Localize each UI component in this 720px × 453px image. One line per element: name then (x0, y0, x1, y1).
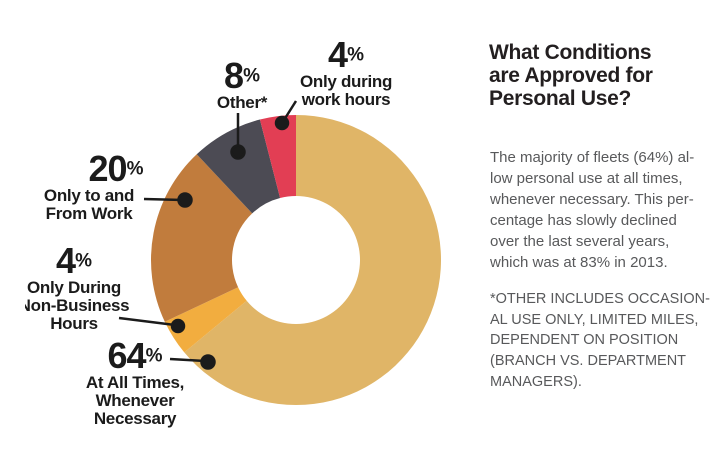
callout-to-from-work-label: From Work (45, 204, 133, 224)
donut-slice-2 (164, 287, 247, 353)
callout-dot-all-times (200, 354, 216, 370)
callout-non-business: 4% Only During Non-Business Hours (25, 243, 133, 338)
callout-non-business-label: Only During (27, 278, 121, 298)
callout-non-business-value: 4% (56, 243, 92, 281)
footnote: *OTHER INCLUDES OCCASION- AL USE ONLY, L… (490, 289, 715, 393)
callout-dot-work-hours (274, 115, 290, 131)
callout-dot-other (230, 144, 246, 160)
footnote-line: *OTHER INCLUDES OCCASION- (490, 291, 710, 307)
footnote-line: (BRANCH VS. DEPARTMENT (490, 353, 687, 370)
callout-all-times: 64% At All Times, Whenever Necessary (70, 338, 200, 428)
leader-line-all-times (169, 357, 206, 363)
callout-all-times-label: Whenever (95, 391, 175, 411)
summary-line: centage has slowly declined (490, 212, 677, 229)
summary-line: whenever necessary. This per- (490, 191, 694, 208)
page-title: What Conditions are Approved for Persona… (489, 41, 714, 110)
callout-all-times-label: At All Times, (85, 373, 185, 393)
donut-slice-1 (184, 114, 442, 405)
summary-line: low personal use at all times, (490, 170, 683, 187)
summary-line: which was at 83% in 2013. (490, 254, 668, 271)
callout-non-business-inner: 4% Only During Non-Business Hours (25, 243, 132, 333)
page-title-line: are Approved for (489, 64, 653, 87)
leader-line-work-hours (282, 100, 298, 121)
callout-dot-to-from-work (177, 192, 193, 208)
callout-work-hours-value: 4% (328, 34, 364, 75)
page-title-line: What Conditions (489, 41, 652, 64)
summary-paragraph: The majority of fleets (64%) al- low per… (490, 147, 715, 273)
donut-slices (150, 114, 442, 405)
callout-all-times-label: Necessary (93, 409, 177, 429)
footnote-line: AL USE ONLY, LIMITED MILES, (490, 311, 699, 328)
callout-to-from-work: 20% Only to and From Work (24, 151, 154, 223)
donut-slice-5 (259, 115, 296, 199)
callout-to-from-work-value: 20% (88, 148, 144, 189)
callout-other: 8% Other* (192, 58, 292, 112)
leader-line-to-from-work (143, 197, 184, 202)
callout-other-label: Other* (216, 93, 268, 113)
page-title-line: Personal Use? (489, 87, 631, 110)
callout-work-hours-label: Only during (299, 72, 393, 92)
callout-leaders (118, 100, 298, 370)
callout-non-business-label: Non-Business (25, 296, 130, 316)
callout-to-from-work-label: Only to and (43, 186, 135, 206)
footnote-line: DEPENDENT ON POSITION (490, 332, 679, 349)
callout-non-business-label: Hours (50, 314, 98, 334)
callout-work-hours: 4% Only during work hours (283, 37, 409, 109)
callout-dot-non-business (170, 318, 186, 334)
summary-line: The majority of fleets (64%) al- (490, 149, 695, 166)
summary-line: over the last several years, (490, 233, 670, 250)
callout-other-value: 8% (224, 55, 260, 96)
callout-work-hours-label: work hours (301, 90, 391, 110)
footnote-line: MANAGERS). (490, 373, 582, 390)
donut-slice-3 (150, 154, 253, 322)
donut-slice-4 (196, 119, 281, 214)
leader-line-non-business (118, 316, 176, 327)
callout-all-times-value: 64% (107, 335, 163, 376)
